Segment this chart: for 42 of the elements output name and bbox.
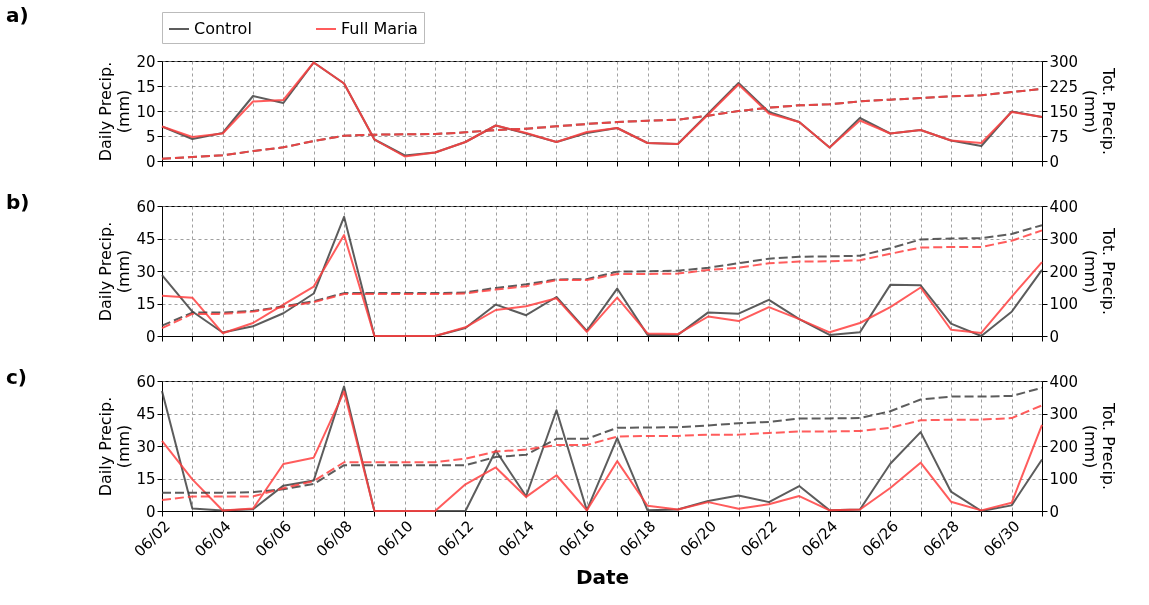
y2-tick-label: 225 <box>1049 77 1079 96</box>
y2-tick-label: 300 <box>1049 230 1079 248</box>
y-tick-label: 15 <box>136 77 156 96</box>
y2-tick-label: 400 <box>1049 372 1079 391</box>
y2-tick-label: 200 <box>1049 262 1079 281</box>
y-tick-label: 20 <box>136 52 156 71</box>
y-axis-title: Daily Precip. (mm) <box>96 61 134 162</box>
y2-tick-label: 75 <box>1049 127 1069 146</box>
y2-axis-title: Tot. Precip. (mm) <box>1081 226 1119 316</box>
y-axis-title: Daily Precip. (mm) <box>96 396 134 497</box>
y2-tick-label: 0 <box>1049 502 1060 521</box>
y2-tick-label: 0 <box>1049 152 1060 171</box>
y2-tick-label: 100 <box>1049 295 1079 313</box>
chart-title: a) <box>5 2 29 27</box>
y-tick-label: 5 <box>145 127 156 146</box>
y2-tick-label: 0 <box>1049 327 1060 346</box>
y-tick-label: 60 <box>136 197 156 216</box>
y2-tick-label: 300 <box>1049 52 1079 71</box>
y-tick-label: 0 <box>145 152 156 171</box>
chart-title: b) <box>5 190 30 214</box>
y2-axis-title: Tot. Precip. (mm) <box>1081 401 1119 491</box>
y2-axis-title: Tot. Precip. (mm) <box>1081 66 1119 156</box>
x-axis-title: Date <box>575 564 630 589</box>
y2-tick-label: 300 <box>1049 405 1079 423</box>
y2-tick-label: 100 <box>1049 470 1079 488</box>
y2-tick-label: 400 <box>1049 197 1079 216</box>
y-axis-title: Daily Precip. (mm) <box>96 221 134 322</box>
y2-tick-label: 150 <box>1049 102 1079 121</box>
y-tick-label: 0 <box>145 502 156 521</box>
legend-label: Control <box>194 19 252 38</box>
y-tick-label: 45 <box>136 405 156 423</box>
chart-title: c) <box>5 365 27 389</box>
y-tick-label: 10 <box>136 102 156 121</box>
y-tick-label: 15 <box>136 295 156 313</box>
legend-label: Full Maria <box>341 19 418 38</box>
y-tick-label: 30 <box>136 262 156 281</box>
y-tick-label: 0 <box>145 327 156 346</box>
y-tick-label: 60 <box>136 372 156 391</box>
y2-tick-label: 200 <box>1049 437 1079 456</box>
y-tick-label: 15 <box>136 470 156 488</box>
y-tick-label: 45 <box>136 230 156 248</box>
y-tick-label: 30 <box>136 437 156 456</box>
